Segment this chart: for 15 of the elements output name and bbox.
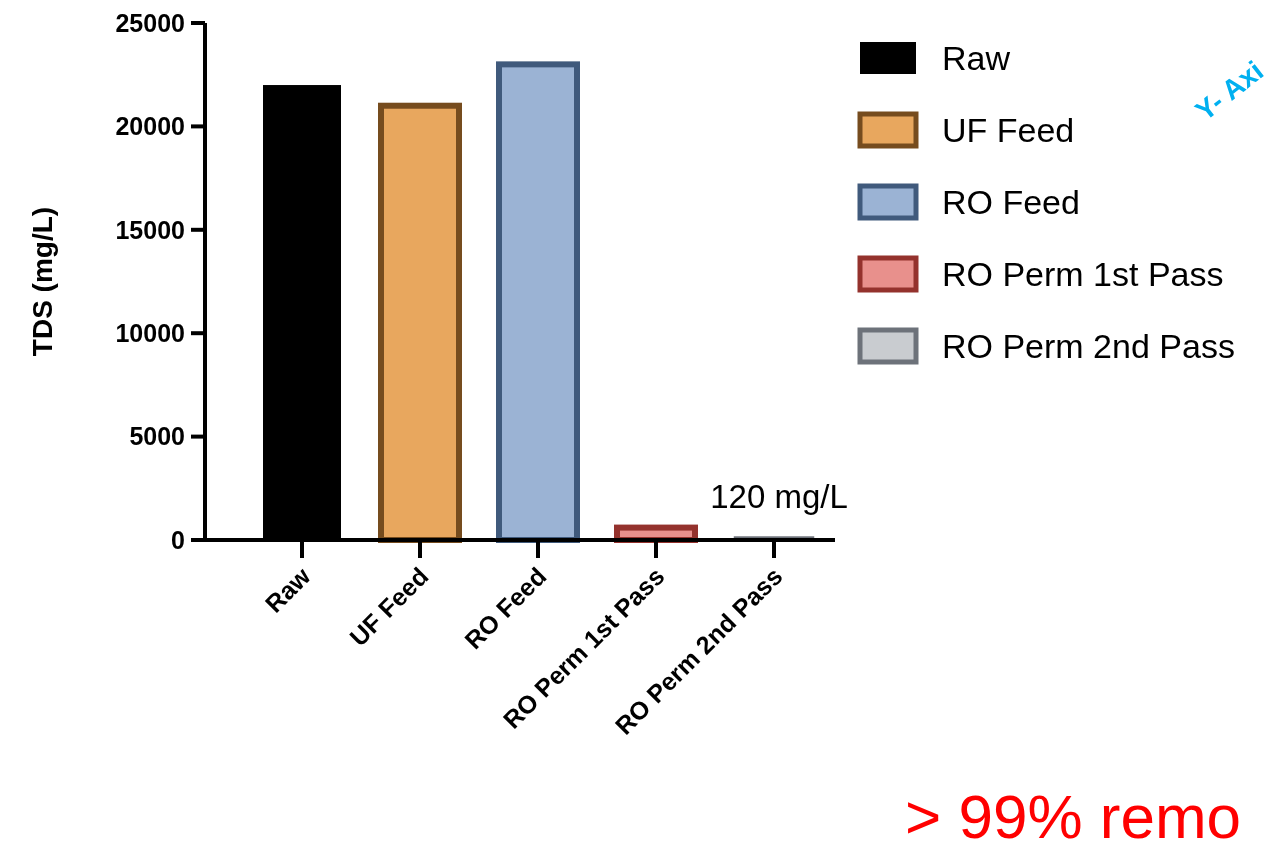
legend-label: RO Feed <box>942 182 1080 221</box>
y-axis-title: TDS (mg/L) <box>27 206 58 357</box>
text: > 99% remo <box>905 782 1242 846</box>
data-label: 120 mg/L <box>710 477 848 515</box>
y-tick-label: 20000 <box>115 112 185 141</box>
legend-label: Raw <box>942 38 1011 77</box>
y-tick-label: 5000 <box>129 422 185 451</box>
y-tick-label: 25000 <box>115 8 185 37</box>
text: Y- Axi <box>1189 55 1270 127</box>
legend-label: RO Perm 1st Pass <box>942 254 1224 293</box>
legend-label: RO Perm 2nd Pass <box>942 326 1235 365</box>
legend-label: UF Feed <box>942 110 1075 149</box>
y-tick-label: 10000 <box>115 318 185 347</box>
y-tick-label: 0 <box>171 525 185 554</box>
y-tick-label: 15000 <box>115 215 185 244</box>
